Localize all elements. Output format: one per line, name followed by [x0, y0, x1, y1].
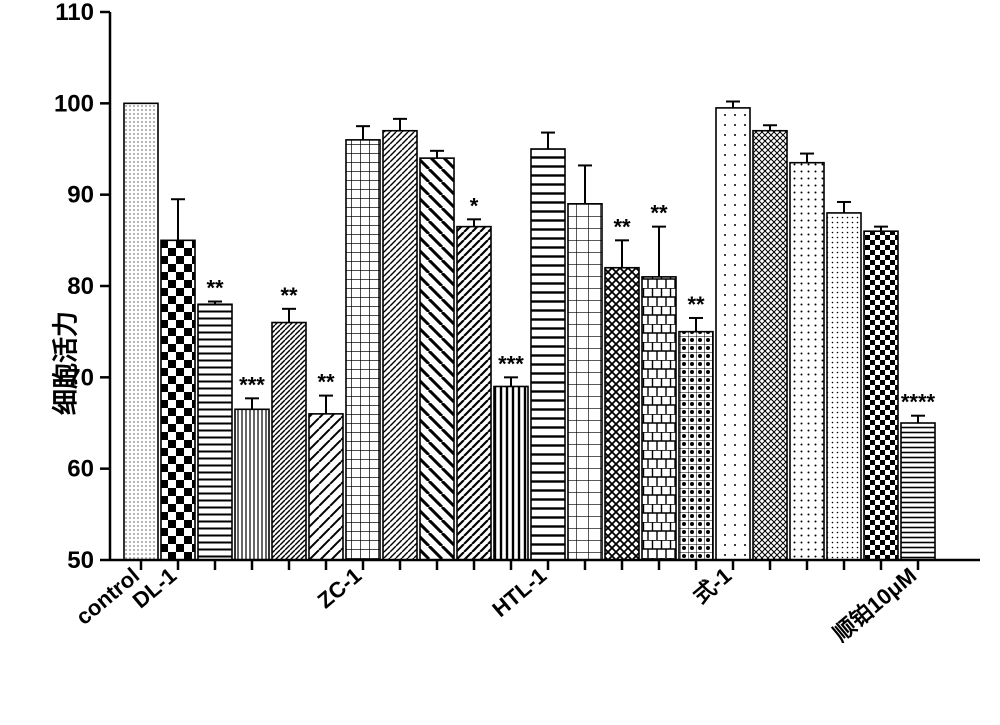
- svg-text:**: **: [317, 370, 335, 395]
- svg-text:*: *: [470, 193, 479, 218]
- svg-text:顺铂10μM: 顺铂10μM: [828, 563, 921, 647]
- svg-text:110: 110: [55, 0, 94, 26]
- svg-text:**: **: [206, 276, 224, 301]
- svg-text:90: 90: [67, 182, 94, 209]
- svg-text:***: ***: [498, 351, 524, 376]
- svg-text:****: ****: [901, 390, 936, 415]
- svg-text:DL-1: DL-1: [128, 563, 182, 614]
- svg-text:**: **: [280, 283, 298, 308]
- svg-text:***: ***: [239, 372, 265, 397]
- svg-text:**: **: [687, 292, 705, 317]
- svg-text:60: 60: [67, 456, 94, 483]
- svg-text:ZC-1: ZC-1: [313, 563, 367, 614]
- chart-svg: 5060708090100110***********************c…: [0, 0, 1000, 725]
- svg-text:**: **: [650, 201, 668, 226]
- svg-text:**: **: [613, 214, 631, 239]
- y-axis-label: 细胞活力: [46, 310, 83, 414]
- svg-text:50: 50: [67, 547, 94, 574]
- bar-chart: 细胞活力 5060708090100110*******************…: [0, 0, 1000, 725]
- svg-text:100: 100: [54, 90, 94, 117]
- svg-text:HTL-1: HTL-1: [487, 563, 551, 622]
- svg-text:80: 80: [67, 273, 94, 300]
